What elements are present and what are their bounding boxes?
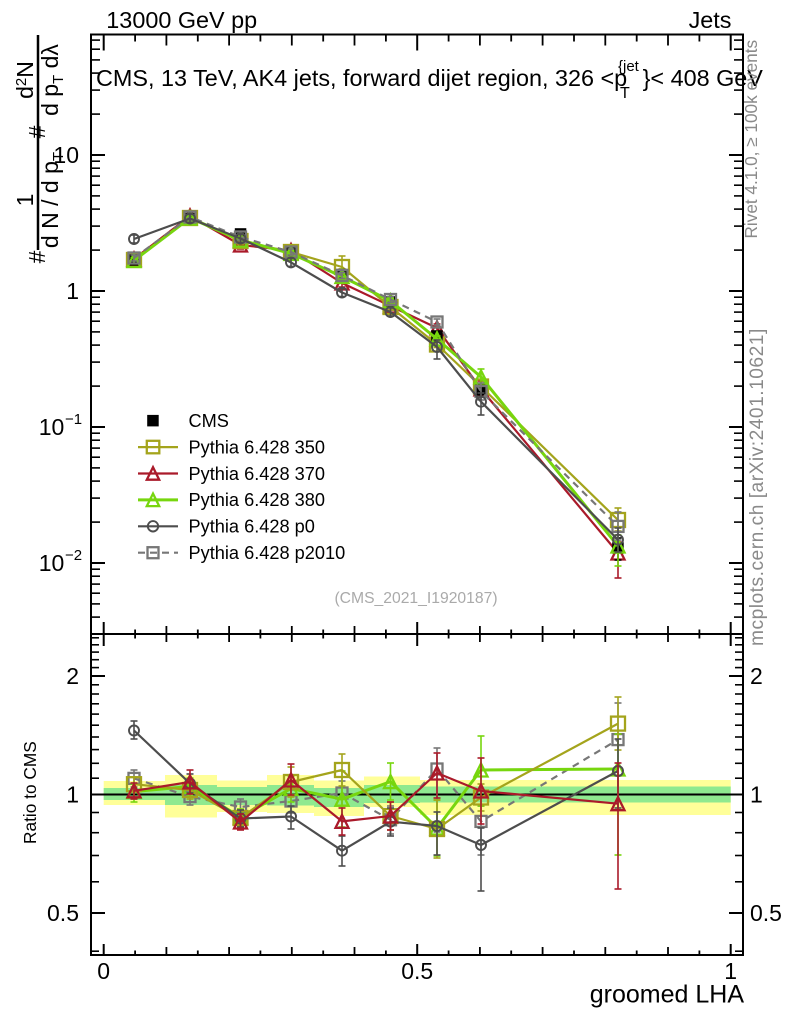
svg-text:CMS: CMS — [189, 411, 229, 431]
svg-text:0: 0 — [97, 958, 110, 984]
svg-text:1: 1 — [66, 782, 79, 808]
svg-text:}< 408 GeV: }< 408 GeV — [643, 65, 764, 91]
svg-text:Pythia 6.428 p2010: Pythia 6.428 p2010 — [189, 543, 346, 563]
svg-text:0.5: 0.5 — [47, 900, 79, 926]
svg-text:groomed LHA: groomed LHA — [590, 981, 745, 1009]
svg-text:Jets: Jets — [689, 7, 732, 33]
svg-text:Pythia 6.428 p0: Pythia 6.428 p0 — [189, 517, 315, 537]
svg-text:1: 1 — [750, 782, 763, 808]
svg-text:(CMS_2021_I1920187): (CMS_2021_I1920187) — [334, 590, 497, 607]
svg-text:CMS, 13 TeV, AK4 jets, forward: CMS, 13 TeV, AK4 jets, forward dijet reg… — [96, 65, 627, 91]
svg-text:2: 2 — [750, 663, 763, 689]
svg-text:#: # — [24, 125, 50, 138]
svg-text:Pythia 6.428 370: Pythia 6.428 370 — [189, 464, 326, 484]
svg-text:mcplots.cern.ch [arXiv:2401.10: mcplots.cern.ch [arXiv:2401.10621] — [747, 328, 768, 646]
svg-text:1: 1 — [66, 278, 79, 304]
svg-text:T: T — [620, 85, 630, 102]
svg-text:10: 10 — [39, 414, 65, 440]
svg-text:2: 2 — [66, 663, 79, 689]
svg-text:−1: −1 — [65, 411, 82, 428]
svg-text:Ratio to CMS: Ratio to CMS — [20, 741, 40, 844]
svg-text:d N / d pT: d N / d pT — [37, 152, 67, 248]
svg-text:1: 1 — [724, 958, 737, 984]
svg-text:0.5: 0.5 — [750, 900, 782, 926]
svg-text:13000 GeV pp: 13000 GeV pp — [106, 7, 257, 33]
svg-text:d2N: d2N — [12, 61, 38, 99]
svg-text:−2: −2 — [65, 547, 82, 564]
svg-text:10: 10 — [53, 142, 79, 168]
svg-text:Pythia 6.428 350: Pythia 6.428 350 — [189, 437, 326, 457]
svg-text:0.5: 0.5 — [401, 958, 433, 984]
svg-text:{jet: {jet — [618, 58, 640, 75]
svg-text:Rivet 4.1.0, ≥ 100k events: Rivet 4.1.0, ≥ 100k events — [741, 40, 761, 239]
svg-text:#: # — [24, 250, 50, 263]
svg-text:Pythia 6.428 380: Pythia 6.428 380 — [189, 490, 326, 510]
svg-text:10: 10 — [39, 550, 65, 576]
svg-text:1: 1 — [12, 194, 38, 207]
